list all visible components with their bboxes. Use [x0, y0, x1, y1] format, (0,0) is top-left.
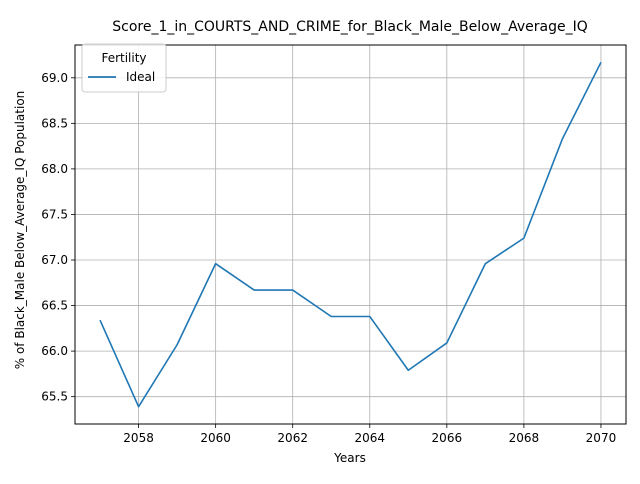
series-layer [100, 62, 601, 407]
legend-label: Ideal [126, 70, 155, 84]
y-tick-label: 69.0 [41, 71, 68, 85]
legend-title: Fertility [101, 51, 146, 65]
x-tick-label: 2068 [509, 431, 540, 445]
x-tick-label: 2070 [586, 431, 617, 445]
x-tick-label: 2066 [432, 431, 463, 445]
x-tick-label: 2062 [277, 431, 308, 445]
x-tick-label: 2058 [123, 431, 154, 445]
y-tick-label: 68.0 [41, 162, 68, 176]
legend: Fertility Ideal [82, 44, 166, 92]
x-axis-label: Years [333, 451, 366, 465]
y-tick-label: 67.0 [41, 253, 68, 267]
chart-title: Score_1_in_COURTS_AND_CRIME_for_Black_Ma… [112, 19, 588, 35]
y-tick-label: 66.0 [41, 344, 68, 358]
y-axis-label: % of Black_Male Below_Average_IQ Populat… [13, 91, 27, 370]
x-axis: 2058 2060 2062 2064 2066 2068 2070 [123, 424, 616, 445]
y-axis: 65.5 66.0 66.5 67.0 67.5 68.0 68.5 69.0 [41, 71, 75, 404]
plot-frame [75, 45, 626, 424]
y-tick-label: 68.5 [41, 116, 68, 130]
y-tick-label: 65.5 [41, 390, 68, 404]
series-line-ideal [100, 62, 601, 406]
grid [75, 45, 626, 424]
y-tick-label: 66.5 [41, 299, 68, 313]
x-tick-label: 2060 [200, 431, 231, 445]
x-tick-label: 2064 [354, 431, 385, 445]
y-tick-label: 67.5 [41, 207, 68, 221]
